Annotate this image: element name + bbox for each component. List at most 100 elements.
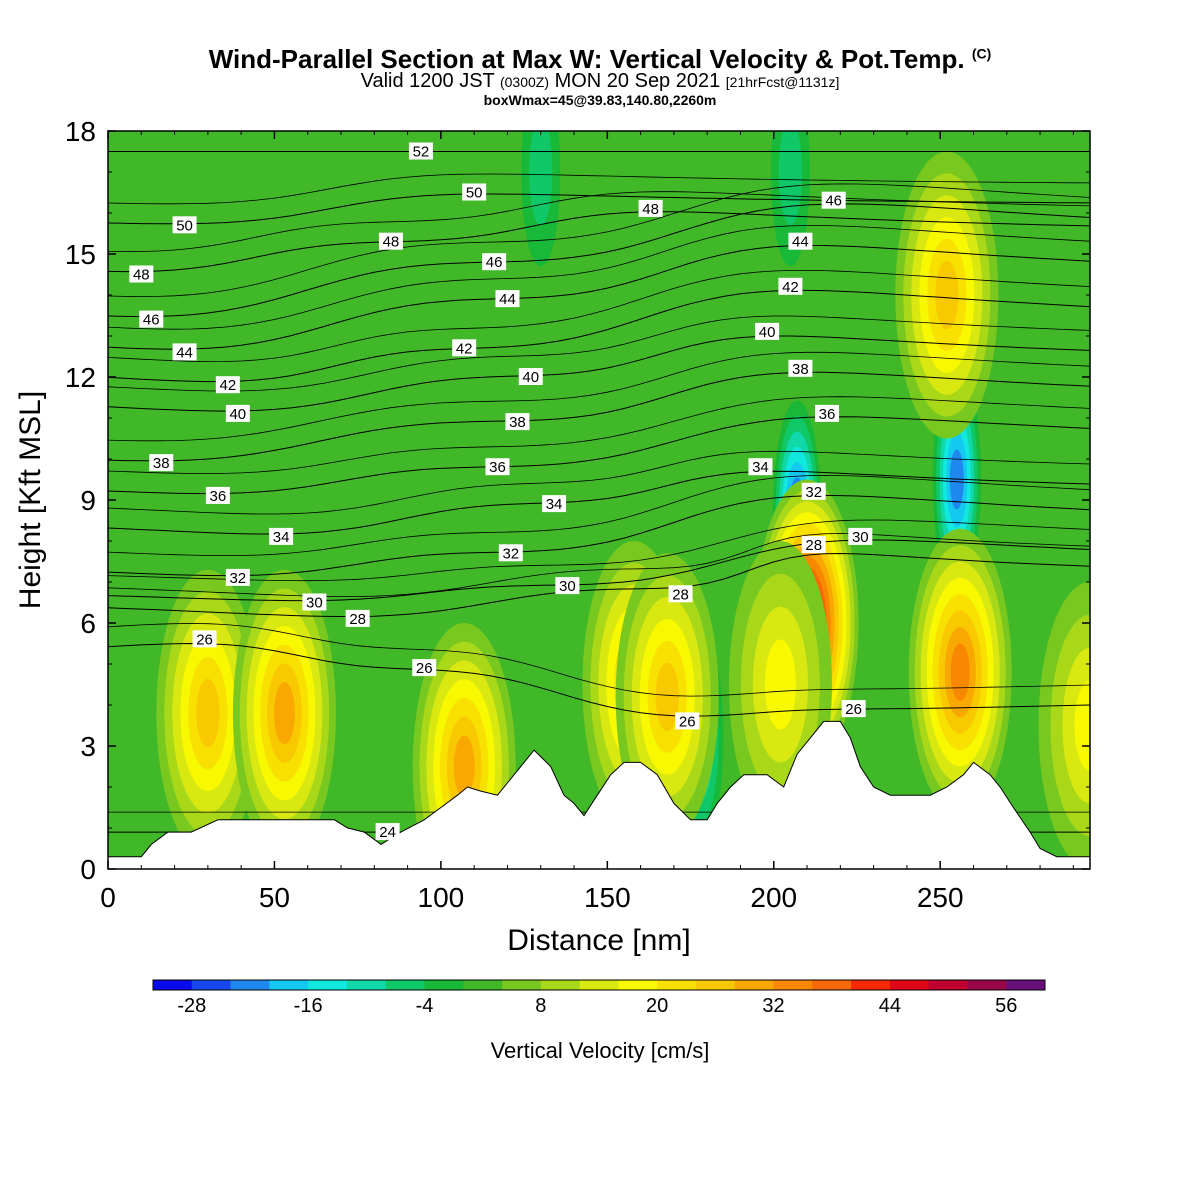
- theta-label: 42: [452, 339, 477, 357]
- velocity-field: [108, 131, 1090, 869]
- y-axis-label: Height [Kft MSL]: [14, 391, 47, 609]
- field-band: [764, 639, 796, 730]
- theta-label-bg: [192, 630, 217, 648]
- theta-label-bg: [505, 413, 530, 431]
- theta-contour-minor: [108, 315, 1090, 392]
- x-axis-label: Distance [nm]: [507, 924, 690, 957]
- colorbar-tick-label: 44: [879, 995, 901, 1017]
- theta-label: 34: [269, 527, 294, 546]
- y-tick-label: 3: [80, 731, 96, 762]
- updraft-cell: [156, 569, 260, 857]
- theta-label-text: 40: [522, 369, 539, 386]
- colorbar-tick-label: -28: [177, 995, 206, 1017]
- theta-label-text: 34: [752, 459, 769, 476]
- theta-labels: 24 26 26 26 26 28 28 28 30 30 30 32 32 32 34 34 34 36 36 36…: [129, 142, 873, 841]
- colorbar-tick-label: -16: [294, 995, 323, 1017]
- theta-label-bg: [801, 482, 826, 500]
- theta-label-text: 46: [143, 312, 160, 329]
- colorbar-swatch: [230, 980, 270, 990]
- colorbar: -28 -16 -4 8 20 32 44 56: [152, 979, 1046, 1017]
- theta-label: 26: [192, 630, 217, 648]
- theta-label-bg: [815, 404, 840, 422]
- colorbar-swatch: [153, 980, 193, 990]
- y-tick-label: 9: [80, 485, 96, 516]
- theta-label-bg: [412, 659, 437, 677]
- theta-contour-26: [108, 642, 1090, 717]
- theta-label-bg: [408, 142, 433, 160]
- theta-contour-minor: [108, 519, 1090, 582]
- theta-contour-minor: [108, 225, 1090, 330]
- theta-label: 46: [821, 191, 846, 210]
- theta-label-text: 40: [229, 406, 246, 423]
- colorbar-swatch: [812, 980, 852, 990]
- colorbar-swatch: [734, 980, 775, 990]
- theta-label-bg: [345, 609, 370, 627]
- theta-contour-48: [108, 211, 1090, 273]
- copyright-mark: (C): [971, 45, 992, 62]
- theta-label-text: 30: [306, 595, 323, 612]
- theta-label: 30: [848, 527, 873, 546]
- theta-label-text: 30: [559, 578, 576, 595]
- theta-label-bg: [225, 568, 250, 586]
- theta-contour-minor: [108, 474, 1090, 557]
- theta-label-text: 36: [819, 406, 836, 423]
- colorbar-tick-label: 20: [646, 995, 668, 1017]
- theta-label: 42: [215, 376, 240, 394]
- theta-label: 44: [172, 343, 197, 361]
- field-band: [655, 662, 679, 731]
- colorbar-swatch: [889, 980, 930, 990]
- theta-label-text: 24: [379, 824, 396, 841]
- theta-label-text: 28: [672, 586, 689, 603]
- downdraft-cell: [762, 131, 818, 308]
- theta-label-text: 42: [782, 279, 799, 296]
- colorbar-swatch: [579, 980, 619, 990]
- theta-contour-50: [108, 193, 1090, 225]
- colorbar-swatch: [269, 980, 309, 990]
- theta-label: 26: [675, 712, 700, 730]
- theta-label-bg: [542, 495, 567, 513]
- theta-label: 28: [801, 536, 826, 554]
- theta-label-text: 42: [456, 340, 473, 357]
- theta-label-text: 44: [176, 344, 193, 361]
- theta-label-text: 46: [825, 193, 842, 210]
- colorbar-frame: [152, 979, 1046, 991]
- theta-contour-32: [108, 494, 1090, 577]
- colorbar-tick-label: 32: [762, 995, 784, 1017]
- chart-title: Wind-Parallel Section at Max W: Vertical…: [208, 44, 992, 74]
- theta-label-text: 40: [759, 324, 776, 341]
- theta-label-bg: [149, 454, 174, 472]
- theta-label: 36: [485, 458, 510, 476]
- theta-contour-30: [108, 539, 1090, 602]
- theta-label: 34: [748, 458, 773, 476]
- theta-label-bg: [482, 253, 507, 271]
- chart-subtitle: Valid 1200 JST (0300Z) MON 20 Sep 2021 […: [360, 70, 840, 92]
- theta-label: 36: [205, 486, 230, 505]
- colorbar-title: Vertical Velocity [cm/s]: [490, 1038, 710, 1063]
- theta-label-bg: [485, 458, 510, 476]
- theta-label: 50: [172, 216, 197, 234]
- theta-label-bg: [495, 290, 520, 308]
- theta-label: 38: [788, 359, 813, 378]
- colorbar-swatch: [540, 980, 581, 990]
- theta-label: 44: [495, 290, 520, 308]
- theta-label-text: 52: [413, 144, 430, 161]
- theta-label-text: 50: [176, 217, 193, 234]
- theta-contour-minor: [108, 173, 1090, 205]
- theta-label-bg: [205, 486, 230, 504]
- theta-label: 40: [518, 368, 543, 386]
- theta-label: 32: [225, 568, 250, 587]
- theta-label-bg: [668, 585, 693, 603]
- terrain-mask: [108, 720, 1090, 869]
- theta-contour-minor: [108, 533, 1090, 597]
- boxwmax-note: boxWmax=45@39.83,140.80,2260m: [483, 92, 717, 108]
- field-band: [778, 131, 802, 226]
- theta-label-text: 36: [489, 459, 506, 476]
- colorbar-swatch: [1006, 980, 1046, 990]
- colorbar-swatch: [618, 980, 658, 990]
- x-tick-label: 250: [917, 882, 964, 913]
- theta-label-bg: [841, 700, 866, 718]
- field-band: [1074, 680, 1090, 771]
- theta-label-bg: [129, 265, 154, 283]
- theta-label-text: 48: [133, 267, 150, 284]
